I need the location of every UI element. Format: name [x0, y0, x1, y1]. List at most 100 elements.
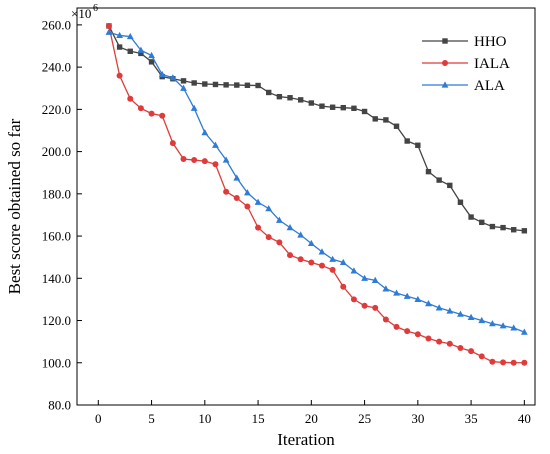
data-point-iala [116, 72, 123, 79]
data-point-ala [435, 304, 443, 311]
data-point-iala [340, 283, 347, 290]
data-point-iala [127, 95, 134, 102]
data-point-hho [510, 227, 517, 233]
data-point-ala [382, 285, 390, 292]
data-point-hho [191, 80, 197, 86]
data-point-iala [468, 348, 475, 355]
data-point-hho [404, 138, 410, 144]
data-point-ala [414, 295, 422, 303]
data-point-ala [329, 255, 337, 262]
data-point-hho [361, 108, 368, 115]
data-point-iala [414, 331, 421, 338]
data-point-hho [223, 82, 229, 88]
legend-marker-hho [442, 38, 448, 44]
data-point-iala [297, 256, 304, 263]
x-tick-label: 35 [465, 411, 478, 426]
data-point-ala [265, 205, 273, 212]
data-point-ala [297, 231, 305, 238]
data-point-hho [266, 89, 272, 96]
data-point-iala [436, 338, 443, 345]
data-point-ala [212, 141, 219, 148]
x-tick-label: 15 [252, 411, 265, 426]
legend-label-ala: ALA [474, 78, 505, 94]
y-tick-label: 220.0 [42, 102, 71, 117]
data-point-iala [350, 296, 357, 303]
data-point-iala [446, 340, 453, 347]
x-tick-label: 25 [358, 411, 371, 426]
x-tick-label: 20 [305, 411, 318, 426]
series-line-ala [108, 31, 525, 333]
data-point-iala [180, 155, 187, 162]
data-point-hho [479, 219, 485, 226]
data-point-hho [329, 104, 336, 110]
data-point-iala [105, 22, 112, 29]
y-tick-label: 160.0 [42, 229, 71, 244]
legend: HHO IALA ALA [422, 34, 510, 94]
data-point-hho [180, 78, 187, 84]
data-point-ala [510, 324, 518, 331]
data-point-iala [287, 252, 294, 259]
series-hho [106, 23, 528, 234]
data-point-ala [126, 32, 134, 40]
data-point-ala [233, 174, 241, 181]
data-point-hho [234, 82, 240, 88]
data-point-hho [138, 50, 144, 57]
series-layer [105, 22, 528, 366]
data-point-ala [137, 46, 145, 53]
data-point-ala [478, 316, 486, 324]
data-point-ala [457, 310, 464, 317]
data-point-ala [307, 239, 315, 247]
data-point-ala [286, 224, 294, 231]
data-point-iala [223, 188, 230, 195]
data-point-hho [340, 104, 346, 111]
data-point-hho [351, 105, 357, 112]
y-tick-label: 120.0 [42, 313, 71, 328]
data-point-hho [244, 82, 251, 88]
data-point-ala [201, 128, 209, 136]
legend-label-hho: HHO [474, 34, 507, 50]
data-point-iala [244, 203, 251, 210]
data-point-iala [148, 110, 155, 117]
data-point-ala [275, 216, 283, 223]
data-point-hho [116, 44, 123, 50]
data-point-ala [180, 84, 187, 91]
data-point-hho [521, 228, 528, 234]
data-point-ala [222, 156, 230, 163]
data-point-ala [467, 313, 475, 320]
data-point-iala [372, 304, 379, 311]
data-point-ala [339, 258, 347, 266]
data-point-hho [372, 116, 378, 122]
data-point-iala [500, 359, 507, 366]
ticks-layer: 0 5 10 15 20 25 30 35 40 80.0 100.0 120.0 140.0 160.0… [42, 17, 531, 426]
data-point-ala [190, 104, 198, 111]
data-point-hho [255, 82, 261, 89]
data-point-ala [403, 292, 411, 299]
data-point-hho [276, 93, 283, 100]
data-point-hho [202, 81, 208, 87]
data-point-iala [201, 158, 208, 165]
data-point-iala [521, 359, 528, 366]
data-point-ala [254, 198, 262, 205]
y-axis-label: Best score obtained so far [5, 118, 24, 294]
data-point-iala [159, 112, 166, 119]
data-point-ala [393, 289, 400, 296]
series-line-iala [108, 25, 525, 364]
data-point-iala [393, 323, 400, 330]
data-point-ala [350, 267, 358, 274]
series-iala [105, 22, 528, 366]
y-multiplier-exponent: 6 [93, 3, 98, 14]
data-point-hho [415, 142, 421, 148]
data-point-hho [212, 81, 219, 88]
data-point-hho [489, 223, 496, 230]
y-tick-label: 140.0 [42, 271, 71, 286]
x-tick-label: 10 [198, 411, 211, 426]
data-point-iala [137, 105, 144, 112]
data-point-iala [191, 157, 198, 164]
data-point-hho [447, 182, 453, 189]
data-point-ala [425, 300, 432, 307]
data-point-ala [116, 31, 124, 39]
series-line-hho [108, 25, 525, 232]
data-point-ala [244, 189, 251, 196]
legend-item-hho: HHO [422, 34, 507, 50]
data-point-ala [318, 248, 326, 255]
